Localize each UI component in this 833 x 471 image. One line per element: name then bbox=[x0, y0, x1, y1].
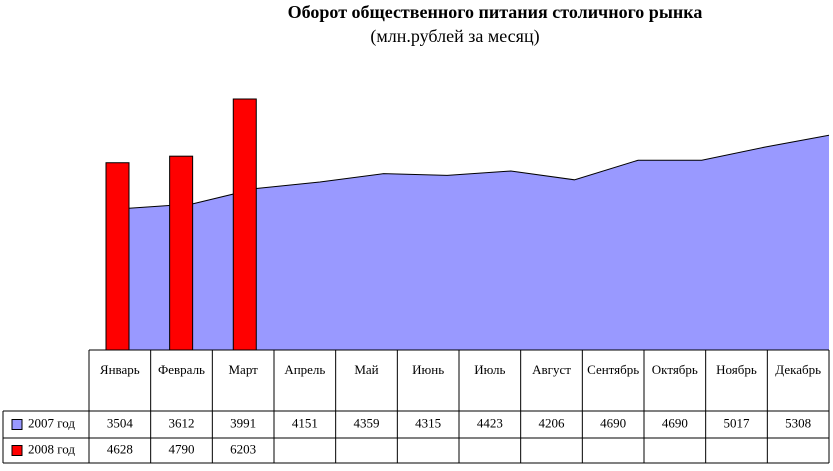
table-value: 6203 bbox=[230, 441, 256, 456]
x-category-label: Январь bbox=[100, 362, 140, 377]
table-value: 4151 bbox=[292, 415, 318, 430]
area bbox=[129, 135, 829, 350]
table-value: 4628 bbox=[107, 441, 133, 456]
legend-swatch bbox=[11, 445, 23, 456]
x-category-label: Июнь bbox=[412, 362, 444, 377]
x-category-label: Апрель bbox=[284, 362, 325, 377]
x-category-label: Май bbox=[354, 362, 378, 377]
table-value: 4359 bbox=[354, 415, 380, 430]
x-category-label: Июль bbox=[474, 362, 505, 377]
table-value: 4206 bbox=[539, 415, 566, 430]
x-category-label: Декабрь bbox=[775, 362, 821, 377]
table-value: 4690 bbox=[662, 415, 688, 430]
bar bbox=[169, 155, 194, 351]
table-value: 3612 bbox=[169, 415, 195, 430]
bar bbox=[232, 98, 257, 351]
table-value: 3504 bbox=[107, 415, 134, 430]
table-value: 5308 bbox=[785, 415, 811, 430]
table-value: 4423 bbox=[477, 415, 503, 430]
legend-swatch bbox=[11, 419, 23, 430]
table-value: 4790 bbox=[169, 441, 195, 456]
legend-label: 2007 год bbox=[28, 415, 75, 430]
chart-subtitle: (млн.рублей за месяц) bbox=[370, 26, 539, 47]
x-category-label: Март bbox=[228, 362, 258, 377]
x-category-label: Февраль bbox=[158, 362, 205, 377]
bar bbox=[105, 162, 130, 351]
x-category-label: Ноябрь bbox=[716, 362, 757, 377]
x-category-label: Сентябрь bbox=[587, 362, 639, 377]
chart-title: Оборот общественного питания столичного … bbox=[288, 2, 703, 22]
table-value: 4690 bbox=[600, 415, 626, 430]
x-category-label: Октябрь bbox=[652, 362, 698, 377]
table-value: 5017 bbox=[724, 415, 751, 430]
legend-label: 2008 год bbox=[28, 441, 75, 456]
table-value: 3991 bbox=[230, 415, 256, 430]
table-value: 4315 bbox=[415, 415, 441, 430]
x-category-label: Август bbox=[532, 362, 571, 377]
